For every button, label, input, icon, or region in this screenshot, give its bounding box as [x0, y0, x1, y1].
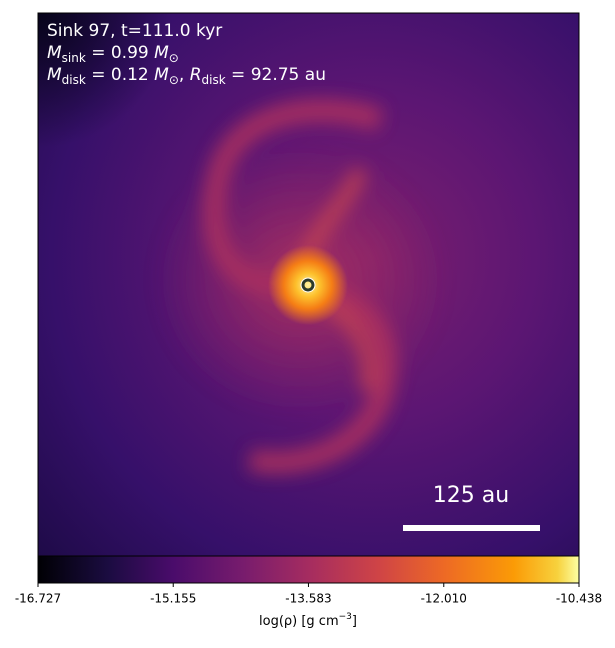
sink-marker-ring [300, 277, 316, 293]
subscript: disk [202, 73, 226, 87]
text: = 0.99 [86, 43, 154, 63]
sink-marker [301, 278, 315, 292]
text: M [154, 43, 169, 63]
text: = 0.12 [86, 65, 154, 85]
label-end: ] [352, 614, 357, 629]
text: , [179, 65, 190, 85]
subscript: disk [62, 73, 86, 87]
text: R [190, 65, 202, 85]
colorbar [37, 555, 580, 584]
annotation: Mdisk = 0.12 M⊙, Rdisk = 92.75 au [47, 65, 326, 87]
tick-label: -15.155 [150, 592, 196, 606]
tick-label: -16.727 [15, 592, 61, 606]
text: M [47, 65, 62, 85]
subscript: sink [62, 51, 86, 65]
colorbar-label: log(ρ) [g cm−3] [259, 612, 357, 629]
text: = 92.75 au [226, 65, 326, 85]
label-text: log(ρ) [g cm [259, 614, 339, 629]
label-sup: −3 [339, 612, 352, 622]
tick-label: -10.438 [556, 592, 602, 606]
text: Sink 97, t=111.0 kyr [47, 21, 222, 41]
text: M [154, 65, 169, 85]
text: M [47, 43, 62, 63]
annotation: Sink 97, t=111.0 kyr [47, 21, 222, 41]
tick-label: -12.010 [421, 592, 467, 606]
colorbar-ticks: -16.727 -15.155 -13.583 -12.010 -10.438 [15, 583, 602, 606]
tick-label: -13.583 [285, 592, 331, 606]
subscript: ⊙ [169, 73, 179, 87]
scale-bar [403, 525, 540, 531]
scale-bar-label: 125 au [433, 483, 509, 508]
subscript: ⊙ [169, 51, 179, 65]
annotation: Msink = 0.99 M⊙ [47, 43, 179, 65]
density-image [38, 13, 579, 556]
